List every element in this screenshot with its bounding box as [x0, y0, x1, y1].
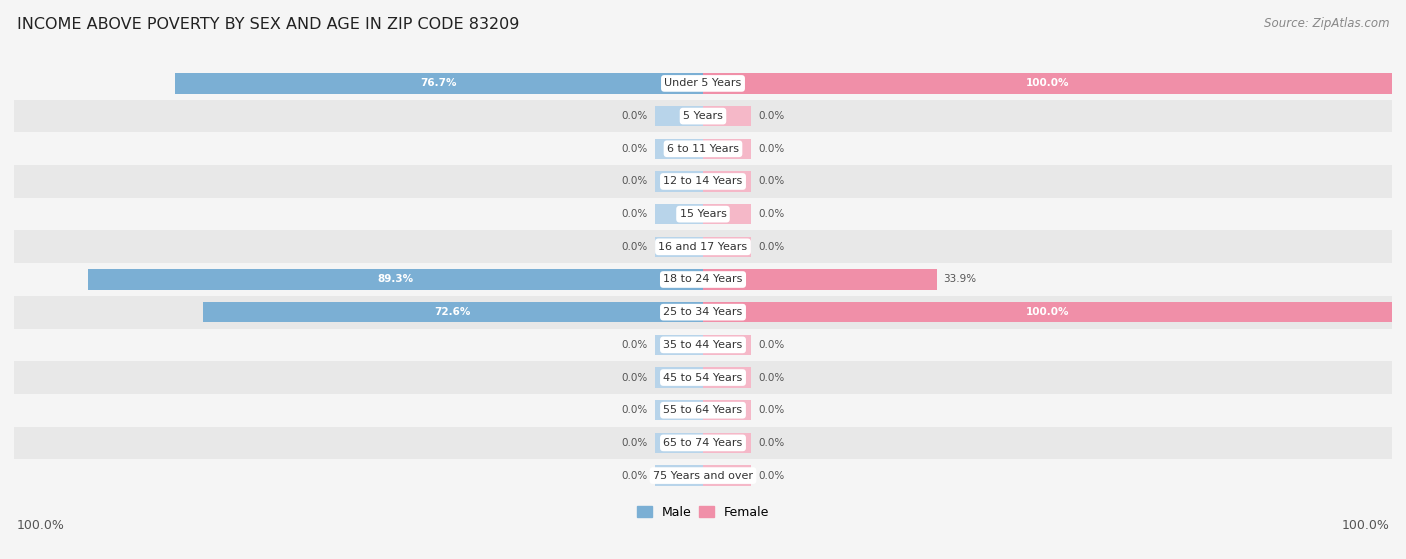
Text: 100.0%: 100.0%: [1026, 78, 1069, 88]
Text: 0.0%: 0.0%: [621, 111, 648, 121]
Bar: [655, 466, 703, 486]
Text: 6 to 11 Years: 6 to 11 Years: [666, 144, 740, 154]
Bar: [703, 367, 751, 388]
Legend: Male, Female: Male, Female: [631, 501, 775, 524]
Text: 0.0%: 0.0%: [758, 438, 785, 448]
Bar: [14, 263, 1392, 296]
Text: 15 Years: 15 Years: [679, 209, 727, 219]
Bar: [14, 165, 1392, 198]
Bar: [14, 459, 1392, 492]
Text: 0.0%: 0.0%: [758, 340, 785, 350]
Text: 0.0%: 0.0%: [621, 438, 648, 448]
Bar: [655, 204, 703, 224]
Text: 12 to 14 Years: 12 to 14 Years: [664, 177, 742, 187]
Bar: [14, 198, 1392, 230]
Bar: [655, 367, 703, 388]
Bar: [703, 171, 751, 192]
Text: 75 Years and over: 75 Years and over: [652, 471, 754, 481]
Text: 0.0%: 0.0%: [758, 144, 785, 154]
Text: 0.0%: 0.0%: [621, 209, 648, 219]
Bar: [703, 466, 751, 486]
Bar: [14, 230, 1392, 263]
Bar: [174, 73, 703, 93]
Bar: [14, 100, 1392, 132]
Text: 0.0%: 0.0%: [621, 177, 648, 187]
Bar: [655, 335, 703, 355]
Text: 5 Years: 5 Years: [683, 111, 723, 121]
Bar: [14, 361, 1392, 394]
Bar: [703, 433, 751, 453]
Bar: [14, 296, 1392, 329]
Text: 72.6%: 72.6%: [434, 307, 471, 317]
Bar: [703, 73, 1392, 93]
Text: 0.0%: 0.0%: [621, 405, 648, 415]
Bar: [14, 67, 1392, 100]
Bar: [14, 329, 1392, 361]
Text: 0.0%: 0.0%: [621, 471, 648, 481]
Bar: [655, 139, 703, 159]
Bar: [655, 236, 703, 257]
Bar: [703, 400, 751, 420]
Bar: [703, 269, 936, 290]
Text: 0.0%: 0.0%: [621, 242, 648, 252]
Bar: [703, 302, 1392, 323]
Bar: [655, 400, 703, 420]
Text: 33.9%: 33.9%: [943, 274, 977, 285]
Bar: [703, 335, 751, 355]
Text: Source: ZipAtlas.com: Source: ZipAtlas.com: [1264, 17, 1389, 30]
Bar: [703, 204, 751, 224]
Bar: [703, 106, 751, 126]
Text: 0.0%: 0.0%: [758, 177, 785, 187]
Text: 0.0%: 0.0%: [758, 209, 785, 219]
Text: 89.3%: 89.3%: [377, 274, 413, 285]
Text: 55 to 64 Years: 55 to 64 Years: [664, 405, 742, 415]
Text: Under 5 Years: Under 5 Years: [665, 78, 741, 88]
Text: 0.0%: 0.0%: [758, 471, 785, 481]
Text: 100.0%: 100.0%: [1026, 307, 1069, 317]
Text: 0.0%: 0.0%: [758, 372, 785, 382]
Text: 0.0%: 0.0%: [758, 242, 785, 252]
Bar: [87, 269, 703, 290]
Bar: [703, 236, 751, 257]
Text: 65 to 74 Years: 65 to 74 Years: [664, 438, 742, 448]
Text: INCOME ABOVE POVERTY BY SEX AND AGE IN ZIP CODE 83209: INCOME ABOVE POVERTY BY SEX AND AGE IN Z…: [17, 17, 519, 32]
Text: 0.0%: 0.0%: [621, 144, 648, 154]
Bar: [202, 302, 703, 323]
Bar: [703, 139, 751, 159]
Text: 25 to 34 Years: 25 to 34 Years: [664, 307, 742, 317]
Text: 35 to 44 Years: 35 to 44 Years: [664, 340, 742, 350]
Bar: [14, 394, 1392, 427]
Text: 100.0%: 100.0%: [17, 519, 65, 532]
Bar: [655, 171, 703, 192]
Text: 45 to 54 Years: 45 to 54 Years: [664, 372, 742, 382]
Text: 76.7%: 76.7%: [420, 78, 457, 88]
Bar: [14, 132, 1392, 165]
Text: 18 to 24 Years: 18 to 24 Years: [664, 274, 742, 285]
Text: 0.0%: 0.0%: [758, 111, 785, 121]
Bar: [655, 433, 703, 453]
Text: 0.0%: 0.0%: [758, 405, 785, 415]
Text: 100.0%: 100.0%: [1341, 519, 1389, 532]
Text: 0.0%: 0.0%: [621, 340, 648, 350]
Bar: [655, 106, 703, 126]
Text: 0.0%: 0.0%: [621, 372, 648, 382]
Text: 16 and 17 Years: 16 and 17 Years: [658, 242, 748, 252]
Bar: [14, 427, 1392, 459]
